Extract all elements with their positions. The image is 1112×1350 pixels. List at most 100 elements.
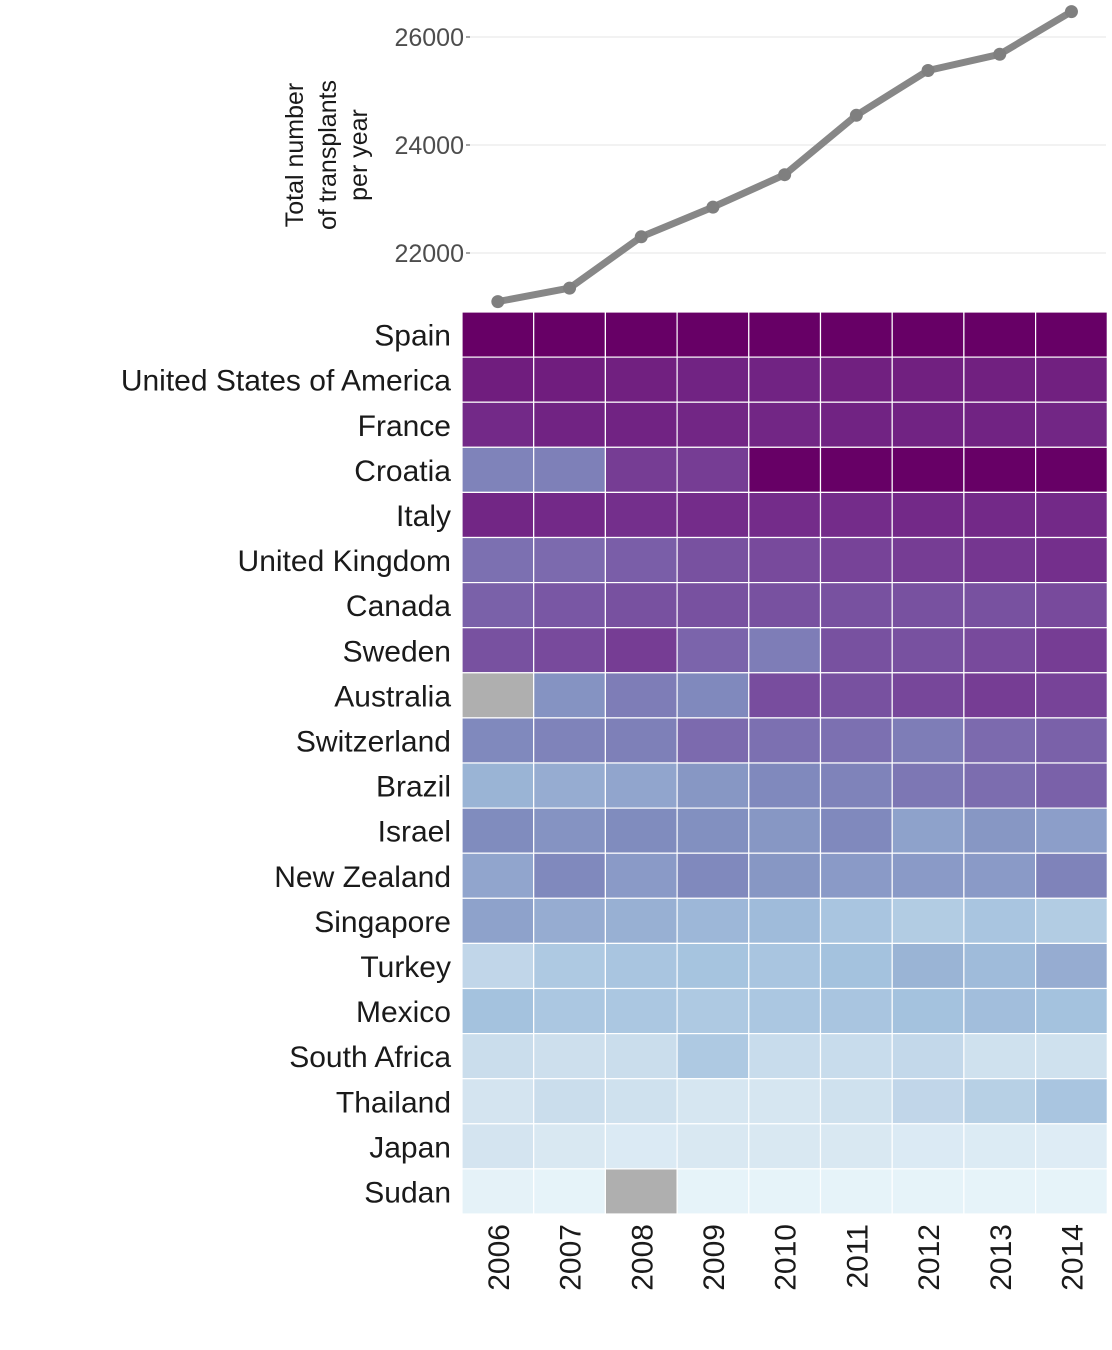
heatmap-cell: [963, 1123, 1037, 1170]
heatmap-cell: [676, 987, 750, 1035]
heatmap-cell: [819, 942, 893, 990]
column-label: 2007: [555, 1224, 588, 1291]
line-y-axis-label: Total number: [281, 83, 309, 228]
heatmap-cell: [604, 672, 678, 719]
heatmap-cell: [604, 897, 678, 944]
heatmap-cell: [676, 1123, 750, 1170]
data-point: [1064, 5, 1078, 19]
heatmap-cell: [533, 536, 607, 584]
heatmap-cell: [891, 446, 965, 493]
row-label: Croatia: [354, 455, 451, 488]
heatmap-cell: [533, 807, 607, 854]
heatmap-cell: [533, 762, 607, 809]
heatmap-cell: [963, 581, 1037, 629]
heatmap-cell: [533, 987, 607, 1035]
heatmap-cell: [461, 581, 535, 629]
row-label: Thailand: [336, 1086, 451, 1119]
heatmap-cell: [461, 807, 535, 854]
heatmap-cell: [1034, 446, 1108, 493]
heatmap-cell: [891, 627, 965, 674]
row-label: Brazil: [376, 771, 451, 804]
row-label: United Kingdom: [238, 545, 451, 578]
row-label: Sweden: [343, 635, 451, 668]
heatmap-cell: [533, 1032, 607, 1080]
heatmap-cell: [604, 311, 678, 358]
heatmap-cell: [819, 717, 893, 764]
heatmap-cell: [819, 311, 893, 358]
heatmap-cell: [1034, 672, 1108, 719]
heatmap-cell: [461, 942, 535, 990]
heatmap-cell: [891, 536, 965, 584]
heatmap-cell: [891, 942, 965, 990]
heatmap-cell: [1034, 311, 1108, 358]
column-label: 2006: [483, 1224, 516, 1291]
heatmap-cell: [891, 356, 965, 403]
data-point: [563, 281, 577, 295]
heatmap-cell: [748, 672, 822, 719]
heatmap-cell: [891, 581, 965, 629]
heatmap-cell: [461, 627, 535, 674]
row-label: Sudan: [364, 1176, 451, 1209]
heatmap-cell: [748, 987, 822, 1035]
heatmap-cell: [604, 987, 678, 1035]
heatmap-cell: [963, 491, 1037, 539]
heatmap-cell: [533, 942, 607, 990]
line-series: [491, 5, 1078, 309]
column-label: 2012: [913, 1224, 946, 1291]
heatmap-cell: [819, 852, 893, 899]
heatmap-cell: [461, 1078, 535, 1125]
heatmap-cell: [963, 672, 1037, 719]
line-y-axis-label-3: per year: [345, 109, 373, 201]
heatmap-cell: [676, 356, 750, 403]
heatmap-cell: [963, 762, 1037, 809]
heatmap-cell: [604, 762, 678, 809]
heatmap-cell: [533, 401, 607, 448]
heatmap-cell: [748, 1032, 822, 1080]
ylabel-line-1: Total number: [281, 83, 309, 228]
heatmap-cell: [891, 717, 965, 764]
heatmap-cell: [604, 807, 678, 854]
heatmap-cell: [461, 1168, 535, 1215]
heatmap-cell: [748, 627, 822, 674]
heatmap-cell: [604, 627, 678, 674]
heatmap-cell: [461, 1032, 535, 1080]
heatmap-cell: [963, 1078, 1037, 1125]
heatmap-cell: [1034, 627, 1108, 674]
ylabel-line-3: per year: [345, 109, 373, 201]
heatmap-cell: [604, 1032, 678, 1080]
heatmap-cell: [1034, 536, 1108, 584]
heatmap-row-labels: Spain United States of America France Croat…: [121, 320, 451, 1210]
heatmap-cell: [963, 356, 1037, 403]
heatmap-cell: [963, 807, 1037, 854]
column-label: 2014: [1056, 1224, 1089, 1291]
heatmap-cell: [1034, 807, 1108, 854]
heatmap-cell: [604, 717, 678, 764]
heatmap-cell: [676, 1032, 750, 1080]
data-point: [993, 47, 1007, 61]
heatmap-cell: [748, 897, 822, 944]
heatmap-cell: [748, 581, 822, 629]
heatmap-cell: [963, 852, 1037, 899]
column-label: 2011: [841, 1224, 874, 1289]
heatmap-cell: [533, 627, 607, 674]
row-label: Turkey: [360, 951, 451, 984]
heatmap-cell: [819, 491, 893, 539]
heatmap-cell: [819, 987, 893, 1035]
heatmap-cell: [963, 446, 1037, 493]
heatmap-cell: [461, 491, 535, 539]
heatmap-cell: [963, 536, 1037, 584]
heatmap-cell: [748, 1123, 822, 1170]
series-line: [494, 8, 1075, 306]
heatmap-cell: [963, 627, 1037, 674]
heatmap-cell: [533, 1078, 607, 1125]
heatmap-cell: [676, 627, 750, 674]
ylabel-line-2: of transplants: [314, 80, 342, 230]
heatmap-cell: [604, 1078, 678, 1125]
heatmap-cell: [819, 1123, 893, 1170]
heatmap-cell: [748, 942, 822, 990]
heatmap-column-labels: 2006 2007 2008 2009 2010 2011 2012 2013 2014: [483, 1224, 1090, 1291]
heatmap-cell: [676, 717, 750, 764]
row-label: Mexico: [356, 996, 451, 1029]
heatmap-cell: [748, 401, 822, 448]
